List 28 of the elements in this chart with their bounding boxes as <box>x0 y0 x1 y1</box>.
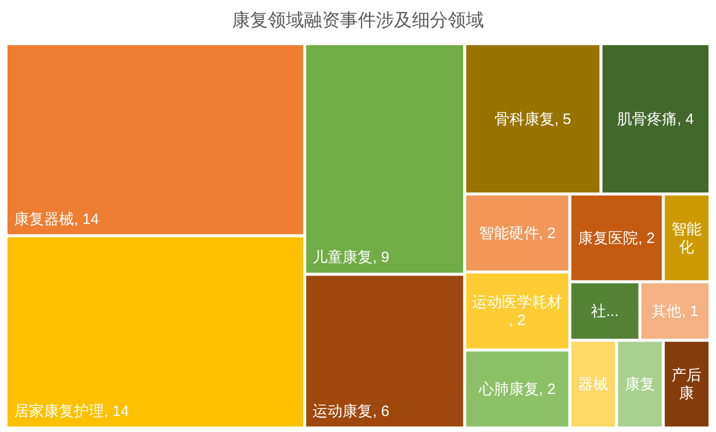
text: 康复领域融资事件涉及细分领域 <box>232 10 484 30</box>
data-label: , 1 <box>682 303 698 320</box>
category-label: 器械 <box>578 376 608 394</box>
data-label: , 9 <box>372 249 390 266</box>
data-label: , 5 <box>554 110 572 128</box>
category-label: 运动康复 <box>312 403 373 420</box>
data-label: , 2 <box>538 381 556 398</box>
category-label: 运动医学耗材 <box>472 294 562 312</box>
category-label: 产后康 <box>672 367 702 402</box>
data-label: , 14 <box>74 210 100 228</box>
category-label: 肌骨疼痛 <box>617 110 678 128</box>
category-label: 儿童康复 <box>312 249 373 266</box>
category-label: 心肺康复 <box>478 381 539 398</box>
category-label: 其他 <box>652 303 682 320</box>
data-label: , 2 <box>538 225 556 242</box>
category-label: 骨科康复 <box>494 110 554 128</box>
data-label: , 2 <box>508 312 526 330</box>
category-label: 社... <box>591 303 619 320</box>
data-label: , 4 <box>677 110 694 128</box>
category-label: 智能化 <box>672 220 702 256</box>
category-label: 智能硬件 <box>478 225 539 242</box>
category-label: 居家康复护理 <box>14 403 104 420</box>
category-label: 康复器械 <box>14 210 74 228</box>
category-label: 康复 <box>624 376 655 394</box>
data-label: , 2 <box>638 230 655 247</box>
category-label: 康复医院 <box>578 230 638 247</box>
data-label: , 14 <box>104 403 130 420</box>
data-label: , 6 <box>372 403 390 420</box>
